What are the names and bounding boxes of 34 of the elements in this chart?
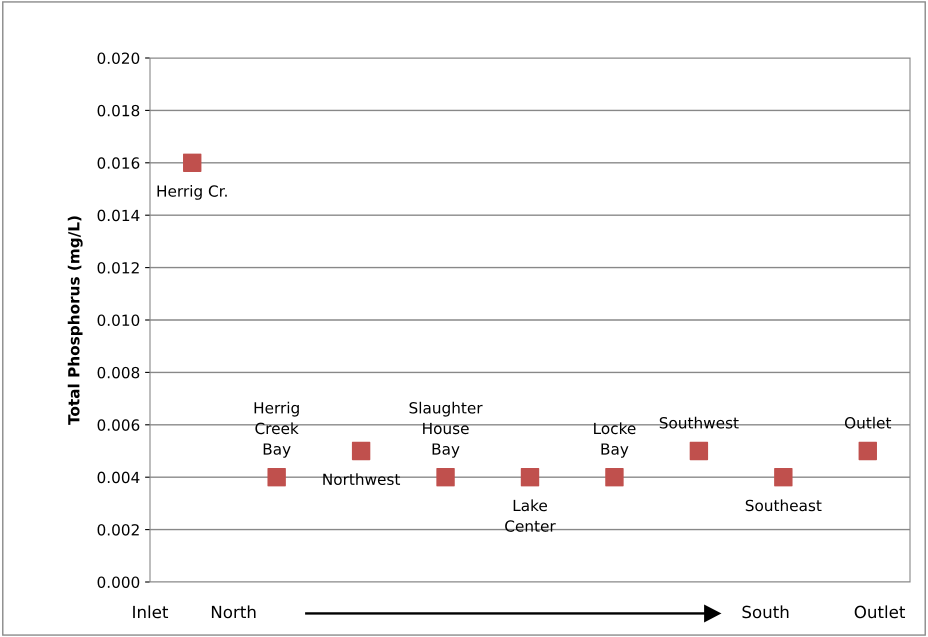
y-tick-label: 0.002 [98,524,139,536]
text: North [212,605,256,618]
y-tick-label: 0.012 [98,262,139,274]
y-tick-label: 0.018 [98,104,140,116]
y-tick-label: 0.004 [98,472,140,484]
point [858,442,877,460]
text: Outlet [854,605,906,618]
y-tick-label: 0.016 [98,157,140,169]
y-tick-label: 0.006 [98,419,140,431]
y-tick-label: 0.010 [98,314,140,326]
y-tick-label: 0.000 [98,576,140,588]
point [690,442,708,460]
data-label: Herrig Cr. [158,185,227,200]
data-label: Lake Center [505,499,556,532]
data-label: Slaughter House Bay [410,402,483,458]
point [436,468,455,486]
y-tick-label: 0.008 [98,366,140,378]
point [183,154,202,172]
text: Inlet [133,605,168,618]
data-label: Southwest [660,416,739,429]
point [267,468,286,486]
data-label: Southeast [746,499,822,512]
point [352,442,370,460]
data-label: Outlet [844,416,892,429]
y-tick-label: 0.020 [98,52,140,64]
data-label: Herrig Creek Bay [254,402,299,458]
point [774,468,793,486]
y-axis-title: Total Phosphorus (mg/L) [68,216,83,425]
data-label: Locke Bay [594,422,636,458]
text: South [742,605,788,618]
data-label: Northwest [323,473,400,486]
point [520,468,540,486]
y-tick-label: 0.014 [98,210,140,222]
point [605,468,624,486]
